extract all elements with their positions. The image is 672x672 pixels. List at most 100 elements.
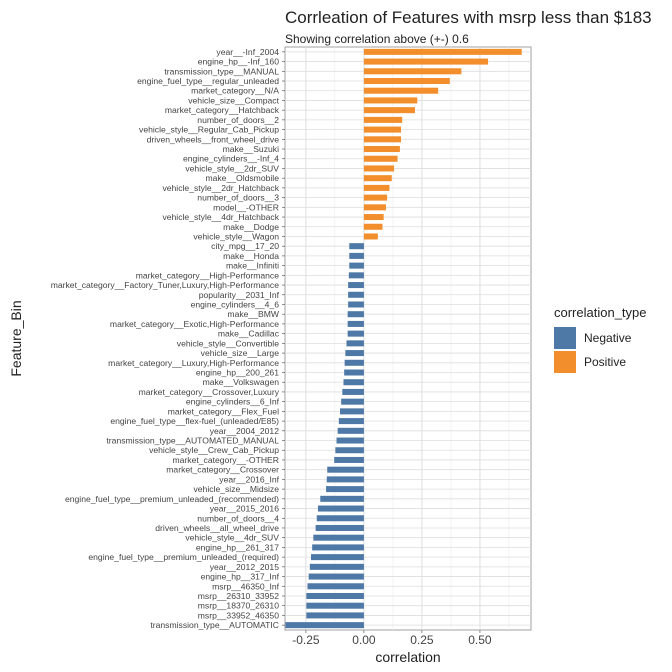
bar-driven-wheels-front-wheel-drive (363, 136, 402, 143)
x-axis-title: correlation (375, 649, 440, 665)
y-tick-label: make__Cadillac (218, 329, 280, 339)
y-tick-label: market_category__Hatchback (165, 105, 280, 115)
y-tick-label: market_category__Factory_Tuner,Luxury,Hi… (51, 280, 280, 290)
y-tick-label: engine_cylinders__-Inf_4 (183, 154, 279, 164)
y-tick-label: make__Honda (223, 251, 279, 261)
bar-engine-fuel-type-flex-fuel-unleaded-e85 (338, 418, 364, 425)
y-tick-label: year__-Inf_2004 (216, 47, 279, 57)
y-tick-label: year__2016_Inf (219, 474, 279, 484)
y-tick-label: vehicle_style__Regular_Cab_Pickup (139, 125, 279, 135)
y-tick-label: vehicle_size__Midsize (193, 484, 279, 494)
bar-market-category-n-a (363, 87, 439, 94)
y-tick-label: city_mpg__17_20 (211, 241, 279, 251)
legend-key-negative (554, 326, 576, 349)
y-tick-label: engine_hp__-Inf_160 (198, 57, 279, 67)
bar-market-category-other (334, 456, 364, 463)
bar-engine-fuel-type-regular-unleaded (363, 77, 450, 85)
bar-number-of-doors-3 (363, 194, 388, 201)
y-tick-label: engine_hp__317_Inf (201, 572, 280, 582)
y-tick-label: vehicle_style__Crew_Cab_Pickup (149, 445, 279, 455)
bar-vehicle-style-2dr-suv (363, 165, 395, 172)
legend-item-positive: Positive (554, 350, 647, 373)
bar-market-category-crossover-luxury (342, 388, 364, 395)
y-tick-label: vehicle_style__2dr_SUV (185, 163, 279, 173)
bar-year-inf-2004 (363, 48, 522, 55)
bar-number-of-doors-2 (363, 116, 403, 123)
y-tick-label: vehicle_style__Convertible (177, 338, 279, 348)
y-tick-label: year__2015_2016 (210, 504, 280, 514)
chart-title: Corrleation of Features with msrp less t… (285, 8, 652, 27)
bar-engine-cylinders-4-6 (348, 301, 364, 308)
y-tick-label: msrp__33952_46350 (198, 610, 279, 620)
y-tick-label: make__Infiniti (226, 261, 279, 271)
y-tick-label: year__2004_2012 (210, 426, 280, 436)
y-tick-label: year__2012_2015 (210, 562, 280, 572)
x-tick-label: -0.25 (292, 633, 320, 647)
y-tick-label: transmission_type__AUTOMATED_MANUAL (106, 436, 279, 446)
y-tick-label: driven_wheels__all_wheel_drive (155, 523, 279, 533)
bar-driven-wheels-all-wheel-drive (315, 524, 364, 531)
y-tick-label: make__Suzuki (223, 144, 279, 154)
legend-key-positive (554, 350, 576, 373)
bar-market-category-exotic-high-performance (347, 320, 364, 327)
y-tick-label: engine_cylinders__4_6 (191, 299, 280, 309)
bar-msrp-46350-inf (307, 583, 364, 590)
y-tick-label: transmission_type__MANUAL (164, 66, 279, 76)
chart-subtitle: Showing correlation above (+-) 0.6 (285, 32, 469, 46)
bar-engine-hp-200-261 (344, 369, 364, 376)
bar-make-oldsmobile (363, 175, 392, 182)
bar-vehicle-size-compact (363, 97, 418, 104)
y-tick-label: engine_hp__200_261 (196, 368, 279, 378)
y-tick-label: market_category__Flex_Fuel (168, 406, 279, 416)
y-tick-label: market_category__Luxury,High-Performance (108, 358, 279, 368)
bar-vehicle-style-4dr-suv (313, 534, 364, 541)
bar-year-2015-2016 (317, 505, 364, 512)
y-tick-label: vehicle_style__Wagon (193, 231, 279, 241)
bar-market-category-luxury-high-performance (344, 359, 364, 366)
x-tick-label: 0.00 (352, 633, 376, 647)
y-tick-label: market_category__Crossover (166, 465, 279, 475)
bar-popularity-2031-inf (348, 291, 364, 298)
y-tick-label: transmission_type__AUTOMATIC (150, 620, 279, 630)
y-tick-label: make__Volkswagen (203, 377, 280, 387)
y-tick-label: make__Oldsmobile (205, 173, 279, 183)
bar-model-other (363, 204, 386, 211)
bar-transmission-type-automated-manual (336, 437, 364, 444)
y-axis-title: Feature_Bin (8, 300, 24, 376)
y-tick-label: vehicle_style__4dr_SUV (185, 533, 279, 543)
y-tick-label: vehicle_size__Large (201, 348, 280, 358)
legend: correlation_type Negative Positive (554, 305, 647, 374)
bar-vehicle-style-crew-cab-pickup (335, 447, 364, 454)
bar-vehicle-style-2dr-hatchback (363, 184, 390, 191)
y-tick-label: popularity__2031_Inf (199, 290, 280, 300)
bar-market-category-high-performance (348, 272, 364, 279)
y-tick-label: model__-OTHER (213, 202, 279, 212)
y-tick-label: market_category__High-Performance (136, 270, 280, 280)
y-tick-label: engine_fuel_type__flex-fuel_(unleaded/E8… (110, 416, 279, 426)
bar-year-2004-2012 (337, 427, 364, 434)
y-tick-label: driven_wheels__front_wheel_drive (147, 134, 280, 144)
y-tick-label: make__BMW (227, 309, 279, 319)
x-tick-label: 0.25 (410, 633, 434, 647)
y-tick-label: number_of_doors__3 (197, 193, 279, 203)
y-tick-label: market_category__N/A (191, 86, 279, 96)
bar-vehicle-style-wagon (363, 233, 378, 240)
bar-market-category-hatchback (363, 107, 415, 114)
bar-make-suzuki (363, 146, 400, 153)
legend-title: correlation_type (554, 305, 647, 320)
bar-make-infiniti (349, 262, 364, 269)
bar-engine-hp-261-317 (312, 544, 364, 551)
legend-item-negative: Negative (554, 326, 647, 349)
y-tick-label: vehicle_style__4dr_Hatchback (162, 212, 279, 222)
y-tick-label: vehicle_size__Compact (188, 95, 279, 105)
y-tick-label: market_category__-OTHER (172, 455, 279, 465)
bar-market-category-factory-tuner-luxury-high-performance (348, 282, 364, 289)
bar-vehicle-style-convertible (346, 340, 364, 347)
bar-engine-fuel-type-premium-unleaded-recommended (320, 495, 364, 502)
bar-transmission-type-manual (363, 68, 462, 75)
y-tick-label: msrp__18370_26310 (198, 601, 279, 611)
bar-vehicle-style-4dr-hatchback (363, 214, 384, 221)
y-tick-label: engine_fuel_type__regular_unleaded (137, 76, 279, 86)
bar-msrp-18370-26310 (306, 602, 364, 609)
